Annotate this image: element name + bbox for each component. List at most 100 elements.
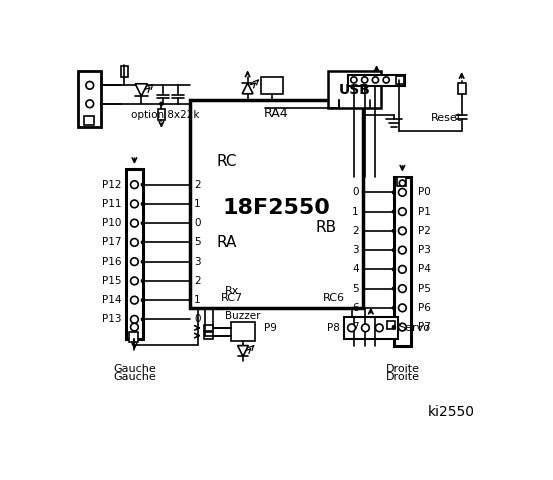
Text: 1: 1 [194,199,201,209]
Bar [158,109,165,120]
Circle shape [131,277,138,285]
Text: 2: 2 [194,276,201,286]
Text: P10: P10 [102,218,122,228]
Circle shape [383,77,389,83]
Text: RB: RB [316,219,337,235]
Text: Reset: Reset [431,113,462,123]
Polygon shape [238,346,248,356]
Circle shape [86,100,93,108]
Text: RA: RA [217,235,237,250]
Text: P15: P15 [102,276,122,286]
Circle shape [142,183,144,186]
Text: P4: P4 [418,264,431,275]
Text: option 8x22k: option 8x22k [131,110,200,120]
Circle shape [131,239,138,246]
Circle shape [362,77,368,83]
Text: 2: 2 [194,180,201,190]
Text: 6: 6 [352,303,359,313]
Bar [397,177,406,186]
Bar [204,325,213,331]
Circle shape [131,296,138,304]
Bar [344,317,398,339]
Circle shape [362,324,369,332]
Text: P5: P5 [418,284,431,294]
Circle shape [393,306,395,310]
Circle shape [399,304,406,312]
Circle shape [399,189,406,196]
Bar [121,66,128,77]
Text: 5: 5 [352,284,359,294]
Text: P6: P6 [418,303,431,313]
Text: 0: 0 [194,314,201,324]
Text: USB: USB [338,83,371,97]
Circle shape [375,324,383,332]
Circle shape [142,241,144,244]
Text: 0: 0 [194,218,201,228]
Circle shape [348,324,356,332]
Text: P0: P0 [418,187,431,197]
Text: P8: P8 [327,323,340,333]
Circle shape [142,222,144,225]
Polygon shape [135,84,148,96]
Text: P14: P14 [102,295,122,305]
Circle shape [399,323,406,331]
Bar [396,76,404,84]
Circle shape [142,260,144,263]
Circle shape [399,265,406,273]
Text: P12: P12 [102,180,122,190]
Text: 18F2550: 18F2550 [222,198,331,218]
Circle shape [142,203,144,205]
Bar [394,177,411,347]
Text: RC6: RC6 [323,293,345,303]
Circle shape [393,229,395,232]
Circle shape [393,191,395,194]
Text: 3: 3 [194,257,201,267]
Bar [190,100,363,308]
Bar [231,322,255,341]
Circle shape [160,102,163,105]
Text: 5: 5 [194,238,201,247]
Circle shape [131,315,138,323]
Bar [458,83,466,94]
Bar [126,169,143,339]
Text: 3: 3 [352,245,359,255]
Bar [328,72,381,108]
Bar [204,333,213,339]
Text: P9: P9 [264,323,277,333]
Text: 7: 7 [352,322,359,332]
Text: 4: 4 [352,264,359,275]
Text: Droite: Droite [385,372,419,382]
Circle shape [393,325,395,329]
Circle shape [393,249,395,252]
Text: P16: P16 [102,257,122,267]
Text: 2: 2 [352,226,359,236]
Text: P17: P17 [102,238,122,247]
Text: P7: P7 [418,322,431,332]
Text: P11: P11 [102,199,122,209]
Circle shape [131,181,138,189]
Text: 1: 1 [194,295,201,305]
Text: Gauche: Gauche [113,372,156,382]
Circle shape [399,285,406,292]
Circle shape [142,299,144,302]
Bar [78,72,101,127]
Bar [85,116,93,125]
Text: P13: P13 [102,314,122,324]
Text: P2: P2 [418,226,431,236]
Bar [261,77,283,94]
Text: RC: RC [217,154,237,169]
Text: Rx: Rx [225,286,239,296]
Circle shape [393,210,395,213]
Text: Servo: Servo [399,323,431,333]
Circle shape [399,208,406,216]
Text: P1: P1 [418,206,431,216]
Circle shape [131,258,138,265]
Bar [348,74,405,86]
Circle shape [131,323,138,331]
Text: 1: 1 [352,206,359,216]
Circle shape [86,82,93,89]
Text: 0: 0 [352,187,359,197]
Circle shape [142,279,144,282]
Bar [129,333,138,342]
Text: Gauche: Gauche [113,364,156,374]
